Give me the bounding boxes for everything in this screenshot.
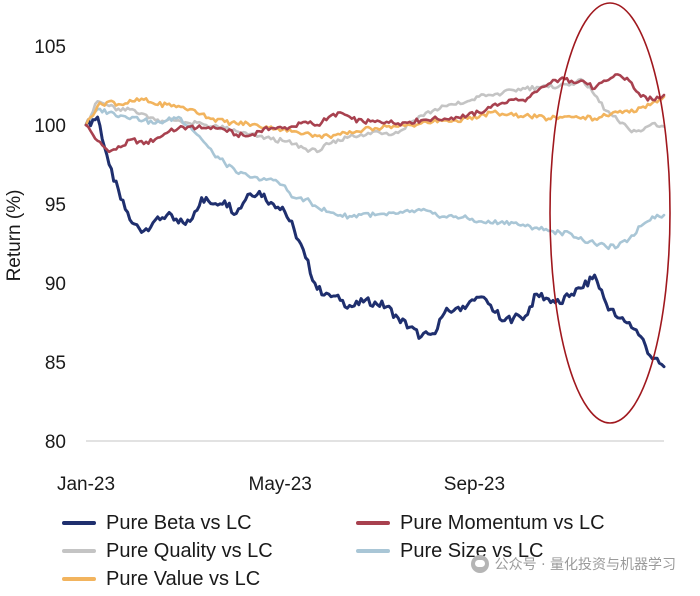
series-line-pure-size-vs-lc — [84, 107, 666, 251]
highlight-ellipse — [549, 2, 671, 424]
watermark: 公众号 · 量化投资与机器学习 — [470, 554, 676, 574]
x-tick-label: May-23 — [249, 474, 312, 495]
series-group — [84, 73, 666, 369]
y-tick-label: 90 — [45, 274, 66, 295]
series-line-pure-momentum-vs-lc — [84, 73, 666, 154]
series-line-pure-beta-vs-lc — [84, 115, 666, 369]
y-tick-label: 100 — [34, 116, 66, 137]
y-axis-label: Return (%) — [4, 190, 25, 282]
watermark-text: 公众号 · 量化投资与机器学习 — [494, 557, 676, 573]
x-axis: Jan-23 May-23 Sep-23 — [57, 474, 505, 495]
x-tick-label: Jan-23 — [57, 474, 115, 495]
y-tick-label: 85 — [45, 353, 66, 374]
y-tick-label: 95 — [45, 195, 66, 216]
x-tick-label: Sep-23 — [444, 474, 505, 495]
series-line-pure-value-vs-lc — [84, 95, 666, 140]
y-tick-label: 105 — [34, 37, 66, 58]
y-axis: 80 85 90 95 100 105 — [34, 37, 66, 453]
y-tick-label: 80 — [45, 432, 66, 453]
wechat-icon — [470, 555, 489, 573]
